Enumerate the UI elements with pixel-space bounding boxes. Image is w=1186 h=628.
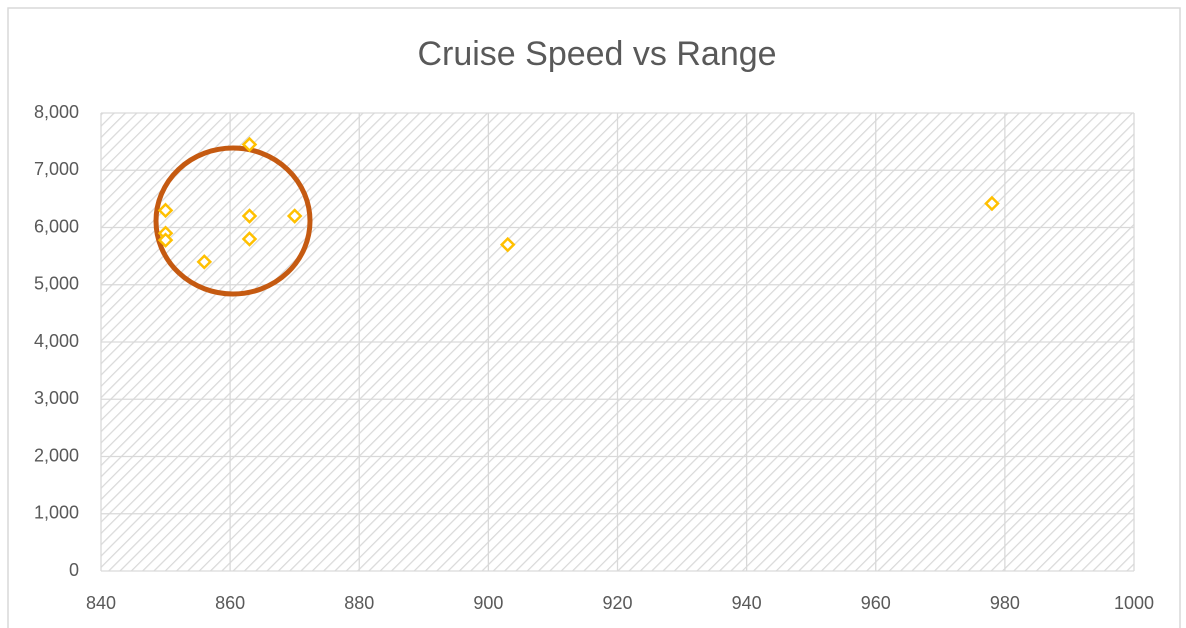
y-tick-label: 1,000 [34, 503, 79, 523]
point [241, 208, 258, 224]
x-tick-label: 840 [86, 593, 116, 613]
grid [100, 112, 1135, 572]
y-tick-label: 4,000 [34, 331, 79, 351]
x-tick-label: 980 [990, 593, 1020, 613]
x-tick-label: 880 [344, 593, 374, 613]
point [286, 208, 303, 224]
y-tick-label: 2,000 [34, 445, 79, 465]
x-tick-label: 940 [732, 593, 762, 613]
y-tick-label: 7,000 [34, 159, 79, 179]
y-tick-label: 6,000 [34, 216, 79, 236]
points [157, 136, 1000, 270]
y-tick-label: 8,000 [34, 102, 79, 122]
x-tick-label: 1000 [1114, 593, 1154, 613]
x-tick-label: 900 [473, 593, 503, 613]
point [241, 231, 258, 247]
point [499, 236, 516, 253]
y-tick-label: 5,000 [34, 274, 79, 294]
y-tick-label: 3,000 [34, 388, 79, 408]
chart-border [7, 7, 1181, 628]
point [241, 136, 258, 153]
x-tick-label: 920 [602, 593, 632, 613]
chart-title: Cruise Speed vs Range [417, 35, 776, 73]
point [196, 254, 213, 270]
point [157, 232, 174, 248]
x-tick-label: 960 [861, 593, 891, 613]
point [984, 195, 1000, 212]
point [157, 202, 174, 219]
y-tick-label: 0 [69, 560, 79, 580]
x-tick-label: 860 [215, 593, 245, 613]
highlight-circle [153, 145, 313, 297]
